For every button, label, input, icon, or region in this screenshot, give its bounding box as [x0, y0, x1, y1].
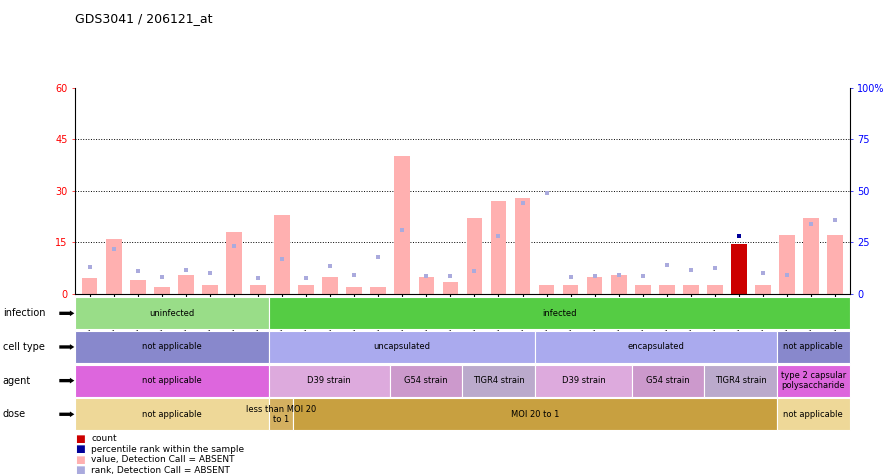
Text: agent: agent — [3, 375, 31, 386]
Bar — [563, 285, 579, 294]
Text: cell type: cell type — [3, 342, 44, 352]
Bar — [515, 198, 530, 294]
Bar — [755, 285, 771, 294]
Text: ■: ■ — [75, 465, 85, 474]
Bar — [731, 244, 747, 294]
Text: ■: ■ — [75, 444, 85, 455]
Bar — [106, 239, 121, 294]
Bar — [611, 275, 627, 294]
Bar — [539, 285, 554, 294]
Bar — [250, 285, 266, 294]
Text: type 2 capsular
polysaccharide: type 2 capsular polysaccharide — [781, 371, 846, 390]
Text: value, Detection Call = ABSENT: value, Detection Call = ABSENT — [91, 456, 235, 464]
Bar — [371, 287, 386, 294]
Text: not applicable: not applicable — [142, 410, 202, 419]
Text: D39 strain: D39 strain — [307, 376, 351, 385]
Bar — [587, 277, 603, 294]
Text: not applicable: not applicable — [783, 410, 843, 419]
Bar — [81, 278, 97, 294]
Text: MOI 20 to 1: MOI 20 to 1 — [511, 410, 559, 419]
Text: TIGR4 strain: TIGR4 strain — [715, 376, 766, 385]
Bar — [298, 285, 314, 294]
Text: ■: ■ — [75, 434, 85, 444]
Text: TIGR4 strain: TIGR4 strain — [473, 376, 525, 385]
Text: not applicable: not applicable — [142, 376, 202, 385]
Text: ■: ■ — [75, 455, 85, 465]
Text: infection: infection — [3, 308, 45, 319]
Bar — [827, 236, 843, 294]
Bar — [490, 201, 506, 294]
Text: GDS3041 / 206121_at: GDS3041 / 206121_at — [75, 12, 212, 25]
Bar — [683, 285, 698, 294]
Bar — [804, 218, 819, 294]
Text: G54 strain: G54 strain — [404, 376, 448, 385]
Text: rank, Detection Call = ABSENT: rank, Detection Call = ABSENT — [91, 466, 230, 474]
Bar — [154, 287, 170, 294]
Bar — [442, 282, 458, 294]
Bar — [130, 280, 145, 294]
Text: percentile rank within the sample: percentile rank within the sample — [91, 445, 244, 454]
Text: D39 strain: D39 strain — [562, 376, 605, 385]
Bar — [178, 275, 194, 294]
Text: not applicable: not applicable — [142, 343, 202, 351]
Bar — [659, 285, 674, 294]
Text: uncapsulated: uncapsulated — [373, 343, 430, 351]
Text: not applicable: not applicable — [783, 343, 843, 351]
Text: dose: dose — [3, 409, 26, 419]
Bar — [202, 285, 218, 294]
Bar — [322, 277, 338, 294]
Bar — [274, 215, 290, 294]
Text: less than MOI 20
to 1: less than MOI 20 to 1 — [246, 405, 316, 424]
Text: infected: infected — [542, 309, 576, 318]
Bar — [395, 156, 410, 294]
Bar — [419, 277, 435, 294]
Bar — [466, 218, 482, 294]
Text: uninfected: uninfected — [150, 309, 195, 318]
Bar — [635, 285, 650, 294]
Text: G54 strain: G54 strain — [646, 376, 690, 385]
Text: count: count — [91, 435, 117, 443]
Text: encapsulated: encapsulated — [627, 343, 684, 351]
Bar — [707, 285, 723, 294]
Bar — [227, 232, 242, 294]
Bar — [780, 236, 795, 294]
Bar — [346, 287, 362, 294]
